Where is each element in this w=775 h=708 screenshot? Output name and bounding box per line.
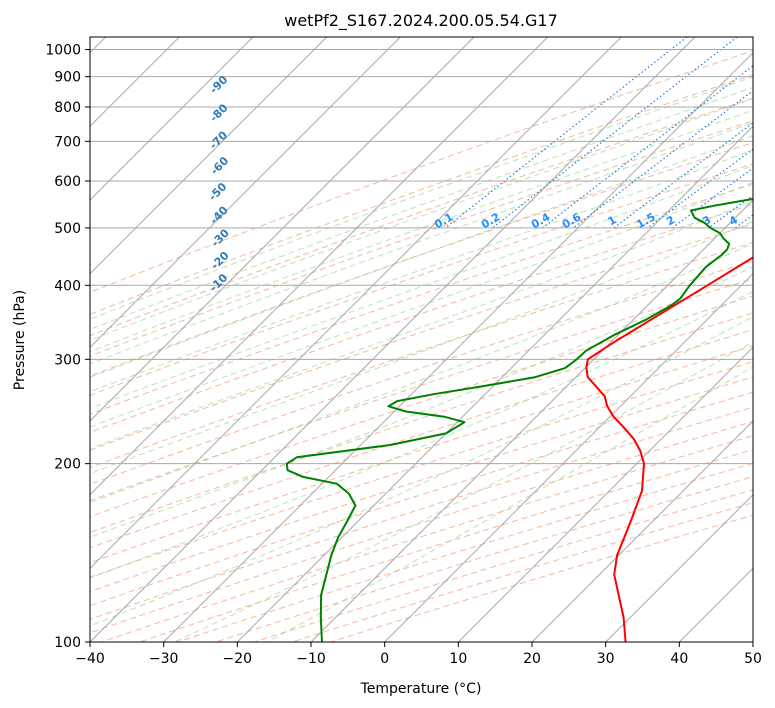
dry-adiabat — [177, 462, 753, 642]
isotherm — [90, 37, 696, 642]
isotherm — [752, 641, 753, 642]
moist-adiabat — [90, 86, 753, 330]
moist-adiabat — [90, 200, 753, 449]
isotherm — [90, 37, 401, 349]
moist-adiabat — [90, 220, 753, 475]
isotherm — [678, 567, 753, 642]
x-tick-label: −40 — [75, 651, 105, 667]
chart-title: wetPf2_S167.2024.200.05.54.G17 — [284, 11, 558, 31]
moist-adiabat — [90, 98, 753, 341]
dry-adiabat — [90, 163, 753, 396]
y-tick-label: 300 — [54, 352, 81, 368]
isotherm — [163, 51, 753, 642]
y-tick-label: 800 — [54, 100, 81, 116]
dry-adiabat — [101, 435, 753, 642]
x-tick-label: −20 — [223, 651, 253, 667]
isotherm — [90, 37, 328, 275]
isotherm-label: -70 — [207, 128, 230, 151]
isotherm-label: -40 — [207, 203, 230, 226]
mixing-ratio-label: 4 — [727, 213, 740, 228]
isotherm-label: -10 — [207, 271, 230, 294]
plot-frame — [89, 36, 754, 643]
isotherm-label: -20 — [208, 249, 231, 272]
isotherm-label: -50 — [206, 180, 229, 203]
dry-adiabat — [254, 489, 753, 642]
moist-adiabat — [173, 341, 753, 642]
temperature-line — [585, 256, 753, 642]
isotherm — [90, 37, 475, 422]
x-tick-label: 30 — [597, 651, 615, 667]
isotherm — [90, 37, 622, 570]
dry-adiabat — [90, 345, 753, 564]
mixing-ratio-line — [613, 122, 753, 229]
x-tick-label: 10 — [449, 651, 467, 667]
background-lines — [90, 37, 753, 642]
dry-adiabat — [215, 476, 753, 642]
line-labels: 0.1 0.2 0.4 0.6 1 1.5 2 3 4-90-80-70-60-50-40-30… — [206, 73, 740, 295]
x-tick-label: −10 — [296, 651, 326, 667]
y-tick-label: 600 — [54, 174, 81, 190]
isotherm — [384, 272, 753, 642]
dry-adiabat — [90, 329, 753, 549]
moist-adiabat — [90, 316, 753, 627]
y-tick-label: 100 — [54, 635, 81, 651]
mixing-ratio-line — [672, 167, 753, 229]
dewpoint-line — [285, 197, 753, 642]
moist-adiabat — [90, 290, 753, 579]
mixing-ratio-line — [542, 65, 753, 229]
x-tick-label: −30 — [149, 651, 179, 667]
isotherm — [457, 346, 753, 642]
isotherm — [531, 420, 753, 642]
dry-adiabat — [90, 97, 753, 337]
mixing-ratio-line — [734, 214, 753, 229]
isotherm-label: -30 — [209, 226, 232, 249]
x-tick-label: 50 — [744, 651, 762, 667]
isotherm — [236, 125, 753, 642]
data-series — [285, 197, 753, 642]
mixing-ratio-line — [492, 37, 738, 229]
moist-adiabat — [90, 164, 753, 409]
isotherm — [90, 37, 549, 496]
moist-adiabat — [90, 135, 753, 378]
dry-adiabat — [292, 502, 753, 642]
dry-adiabat — [330, 514, 753, 642]
x-tick-label: 40 — [670, 651, 688, 667]
isotherm-label: -60 — [208, 154, 231, 177]
dry-adiabat — [90, 183, 753, 415]
isotherm — [605, 493, 753, 642]
y-tick-label: 700 — [54, 134, 81, 150]
moist-adiabat — [90, 121, 753, 365]
dry-adiabat — [90, 361, 753, 578]
y-tick-label: 400 — [54, 278, 81, 294]
mixing-ratio-label: 2 — [664, 213, 677, 228]
x-tick-label: 0 — [380, 651, 389, 667]
moist-adiabat — [90, 109, 753, 353]
dry-adiabat — [90, 50, 753, 293]
mixing-ratio-line — [445, 37, 688, 229]
x-tick-label: 20 — [523, 651, 541, 667]
mixing-ratio-label: 1 — [606, 213, 619, 228]
moist-adiabat — [267, 366, 753, 642]
x-axis-label: Temperature (°C) — [360, 681, 482, 697]
y-axis-label: Pressure (hPa) — [12, 290, 28, 390]
dry-adiabat — [90, 120, 753, 357]
isotherm — [310, 199, 753, 642]
dry-adiabat — [90, 142, 753, 377]
mixing-ratio-line — [572, 89, 753, 229]
y-tick-label: 500 — [54, 221, 81, 237]
y-tick-label: 200 — [54, 457, 81, 473]
isotherm-label: -80 — [207, 101, 230, 124]
y-tick-label: 900 — [54, 70, 81, 86]
isotherm — [90, 37, 254, 201]
y-tick-label: 1000 — [45, 43, 81, 59]
